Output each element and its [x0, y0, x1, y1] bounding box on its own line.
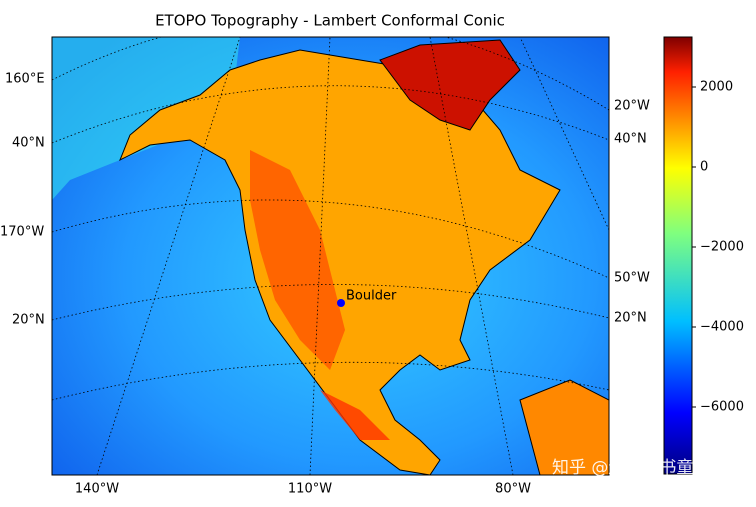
colorbar-tick-label: −6000 — [700, 400, 744, 415]
mexico-highlands — [320, 390, 390, 440]
graticule-label: 20°N — [614, 311, 647, 326]
graticule — [52, 37, 609, 475]
graticule-label: 80°W — [495, 482, 531, 497]
greenland — [379, 39, 521, 131]
map: Boulder — [52, 37, 609, 475]
colorbar-tick-label: −2000 — [700, 240, 744, 255]
mountains — [250, 150, 345, 370]
south-america — [519, 379, 609, 475]
boulder-marker — [337, 299, 345, 307]
graticule-label: 20°W — [614, 99, 650, 114]
colorbar-tick-label: −4000 — [700, 320, 744, 335]
watermark: 知乎 @迷途小书童 — [552, 458, 693, 478]
graticule-label: 110°W — [288, 482, 332, 497]
graticule-label: 40°N — [12, 136, 45, 151]
marker-label: Boulder — [346, 289, 397, 304]
graticule-label: 40°N — [614, 132, 647, 147]
graticule-label: 50°W — [614, 271, 650, 286]
map-frame — [51, 36, 610, 476]
shelf — [52, 37, 240, 200]
graticule-label: 140°W — [75, 482, 119, 497]
colorbar-tick-label: 2000 — [700, 80, 733, 95]
colorbar — [663, 36, 693, 475]
graticule-label: 160°E — [5, 72, 45, 87]
graticule-label: 170°W — [0, 225, 44, 240]
colorbar-tick-label: 0 — [700, 160, 708, 175]
graticule-label: 20°N — [12, 313, 45, 328]
map-title: ETOPO Topography - Lambert Conformal Con… — [155, 12, 505, 30]
